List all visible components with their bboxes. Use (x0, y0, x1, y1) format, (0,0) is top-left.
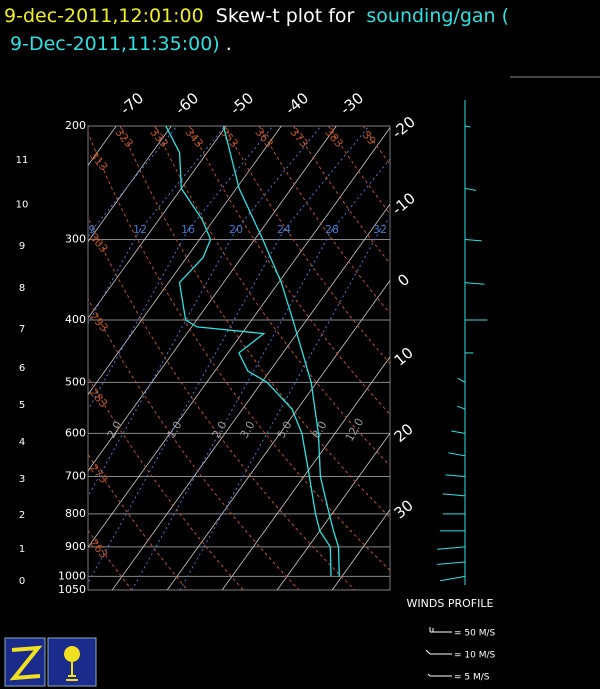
mixing-ratio-label: 24 (277, 223, 291, 236)
height-label: 4 (19, 437, 25, 448)
mixing-ratio-label: 20 (229, 223, 243, 236)
dry-adiabat (119, 126, 390, 519)
title-line-2: 9-Dec-2011,11:35:00) . (10, 33, 232, 55)
dry-adiabat (88, 131, 390, 572)
mixing-ratio-line (131, 229, 333, 590)
mixing-ratio-label: 12 (133, 223, 147, 236)
wind-barb (437, 561, 466, 565)
mixing-ratio-label: 9 (89, 223, 96, 236)
title-sounding-time: 9-Dec-2011,11:35:00) (10, 33, 220, 55)
height-label: 2 (19, 510, 25, 521)
mixing-ratio-line (179, 229, 381, 590)
isotherm (111, 203, 390, 590)
mixing-ratio-line (235, 126, 322, 231)
dry-adiabat (88, 216, 356, 590)
isotherm (88, 126, 337, 472)
mixing-ratio-line (88, 229, 285, 584)
wind-profile (437, 100, 488, 585)
height-label: 9 (19, 241, 25, 252)
mixing-ratio-line (88, 229, 237, 498)
isotherm (221, 356, 390, 590)
icon-balloon-string (66, 662, 78, 681)
pressure-label: 300 (65, 232, 86, 245)
isotherm (166, 279, 390, 590)
height-label: 8 (19, 283, 25, 294)
sounding-temperature (222, 126, 340, 577)
mixing-ratio-label: 32 (373, 223, 387, 236)
title-time: 9-dec-2011,12:01:00 (4, 5, 204, 27)
wind-barb (457, 377, 466, 383)
height-label: 6 (19, 363, 25, 374)
legend-glyph-5 (427, 673, 452, 677)
wind-barb (464, 238, 482, 242)
sounding-dewpoint (165, 126, 332, 577)
title-period: . (226, 33, 232, 55)
isotherm (88, 126, 282, 396)
isotherm (276, 432, 390, 590)
wind-barb (437, 546, 466, 550)
title-source: sounding/gan ( (366, 5, 509, 27)
wind-barb (445, 474, 466, 478)
pressure-label: 400 (65, 313, 86, 326)
pressure-label: 700 (65, 470, 86, 483)
pressure-label: 900 (65, 540, 86, 553)
isotherm (88, 127, 390, 548)
isotherm (88, 126, 172, 243)
wind-barb (440, 575, 466, 582)
pressure-label: 200 (65, 119, 86, 132)
legend-10: = 10 M/S (454, 651, 496, 661)
wind-barb (464, 187, 477, 191)
legend-glyph-10 (425, 649, 452, 655)
wind-barb (442, 493, 466, 497)
pressure-label: 800 (65, 507, 86, 520)
legend-5: = 5 M/S (454, 673, 490, 683)
wind-barb (448, 452, 466, 457)
height-label: 11 (16, 155, 29, 166)
icons (4, 637, 97, 687)
mixing-ratio-line (91, 126, 178, 231)
mixing-ratio-line (283, 126, 370, 231)
pressure-label: 600 (65, 426, 86, 439)
pressure-label: 1000 (58, 569, 86, 582)
icon-balloon-glyph (64, 646, 80, 662)
icon-z-glyph (9, 645, 43, 681)
pressure-label: 1050 (58, 583, 86, 596)
height-label: 7 (19, 324, 25, 335)
dry-adiabat (258, 126, 390, 315)
height-label: 10 (16, 200, 29, 211)
dry-adiabat (88, 297, 300, 590)
mixing-ratio-label: 28 (325, 223, 339, 236)
mixing-ratio-line (139, 126, 226, 231)
wind-legend (425, 627, 452, 677)
mixing-ratio-line (187, 126, 274, 231)
title-text: Skew-t plot for (216, 5, 355, 27)
height-label: 3 (19, 474, 25, 485)
height-label: 1 (19, 544, 25, 555)
wind-barb (464, 282, 485, 285)
height-label: 0 (19, 576, 25, 587)
isotherm (88, 126, 227, 319)
wind-barb (456, 405, 466, 410)
wind-title: WINDS PROFILE (407, 597, 494, 610)
wind-barb (451, 430, 466, 434)
pressure-label: 500 (65, 375, 86, 388)
legend-glyph-50 (429, 627, 452, 633)
isotherm (331, 509, 390, 590)
dry-adiabat (154, 126, 390, 467)
mixing-ratio-label: 16 (181, 223, 195, 236)
height-label: 5 (19, 400, 25, 411)
title-line-1: 9-dec-2011,12:01:00 Skew-t plot for soun… (4, 5, 509, 27)
wind-barb (464, 125, 471, 128)
legend-50: = 50 M/S (454, 629, 496, 639)
